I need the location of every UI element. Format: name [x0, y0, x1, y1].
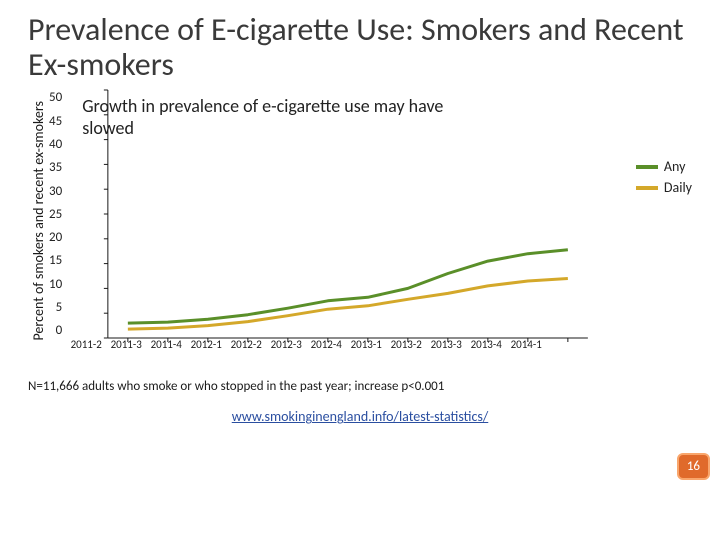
x-tick: 2012-1 [186, 338, 226, 351]
y-tick: 10 [49, 277, 62, 292]
x-tick: 2013-4 [466, 338, 506, 351]
y-tick: 50 [49, 90, 62, 105]
y-tick: 45 [49, 114, 62, 129]
page-number-badge: 16 [677, 453, 710, 480]
legend-label: Daily [664, 179, 692, 196]
chart-outer: Growth in prevalence of e-cigarette use … [66, 90, 692, 351]
y-tick: 20 [49, 230, 62, 245]
x-tick: 2013-2 [386, 338, 426, 351]
legend-item: Daily [636, 179, 692, 196]
x-tick: 2011-2 [66, 338, 106, 351]
chart-annotation: Growth in prevalence of e-cigarette use … [82, 96, 477, 139]
source-link-wrap: www.smokinginengland.info/latest-statist… [28, 408, 692, 425]
series-line [128, 250, 568, 323]
y-axis-ticks: 50454035302520151050 [49, 90, 66, 338]
chart-container: Percent of smokers and recent ex-smokers… [28, 90, 692, 351]
legend-item: Any [636, 158, 692, 175]
legend-swatch [636, 165, 658, 169]
x-tick: 2012-4 [306, 338, 346, 351]
x-tick: 2013-3 [426, 338, 466, 351]
x-tick: 2011-4 [146, 338, 186, 351]
x-tick: 2013-1 [346, 338, 386, 351]
footnote: N=11,666 adults who smoke or who stopped… [28, 379, 692, 394]
y-tick: 30 [49, 184, 62, 199]
x-tick: 2014-1 [506, 338, 546, 351]
y-tick: 0 [56, 323, 63, 338]
source-link[interactable]: www.smokinginengland.info/latest-statist… [232, 408, 489, 425]
y-tick: 25 [49, 207, 62, 222]
y-axis-label: Percent of smokers and recent ex-smokers [28, 101, 49, 341]
x-tick: 2011-3 [106, 338, 146, 351]
legend-label: Any [664, 158, 686, 175]
x-tick: 2012-2 [226, 338, 266, 351]
plot-area: Growth in prevalence of e-cigarette use … [66, 90, 630, 338]
y-tick: 15 [49, 253, 62, 268]
y-tick: 40 [49, 137, 62, 152]
x-axis-ticks: 2011-22011-32011-42012-12012-22012-32012… [66, 338, 546, 351]
chart-row: Growth in prevalence of e-cigarette use … [66, 90, 692, 338]
page-title: Prevalence of E-cigarette Use: Smokers a… [28, 12, 692, 82]
slide: Prevalence of E-cigarette Use: Smokers a… [0, 0, 720, 540]
legend: Any Daily [630, 90, 692, 338]
y-tick: 35 [49, 160, 62, 175]
x-tick: 2012-3 [266, 338, 306, 351]
y-tick: 5 [56, 300, 63, 315]
legend-swatch [636, 186, 658, 190]
